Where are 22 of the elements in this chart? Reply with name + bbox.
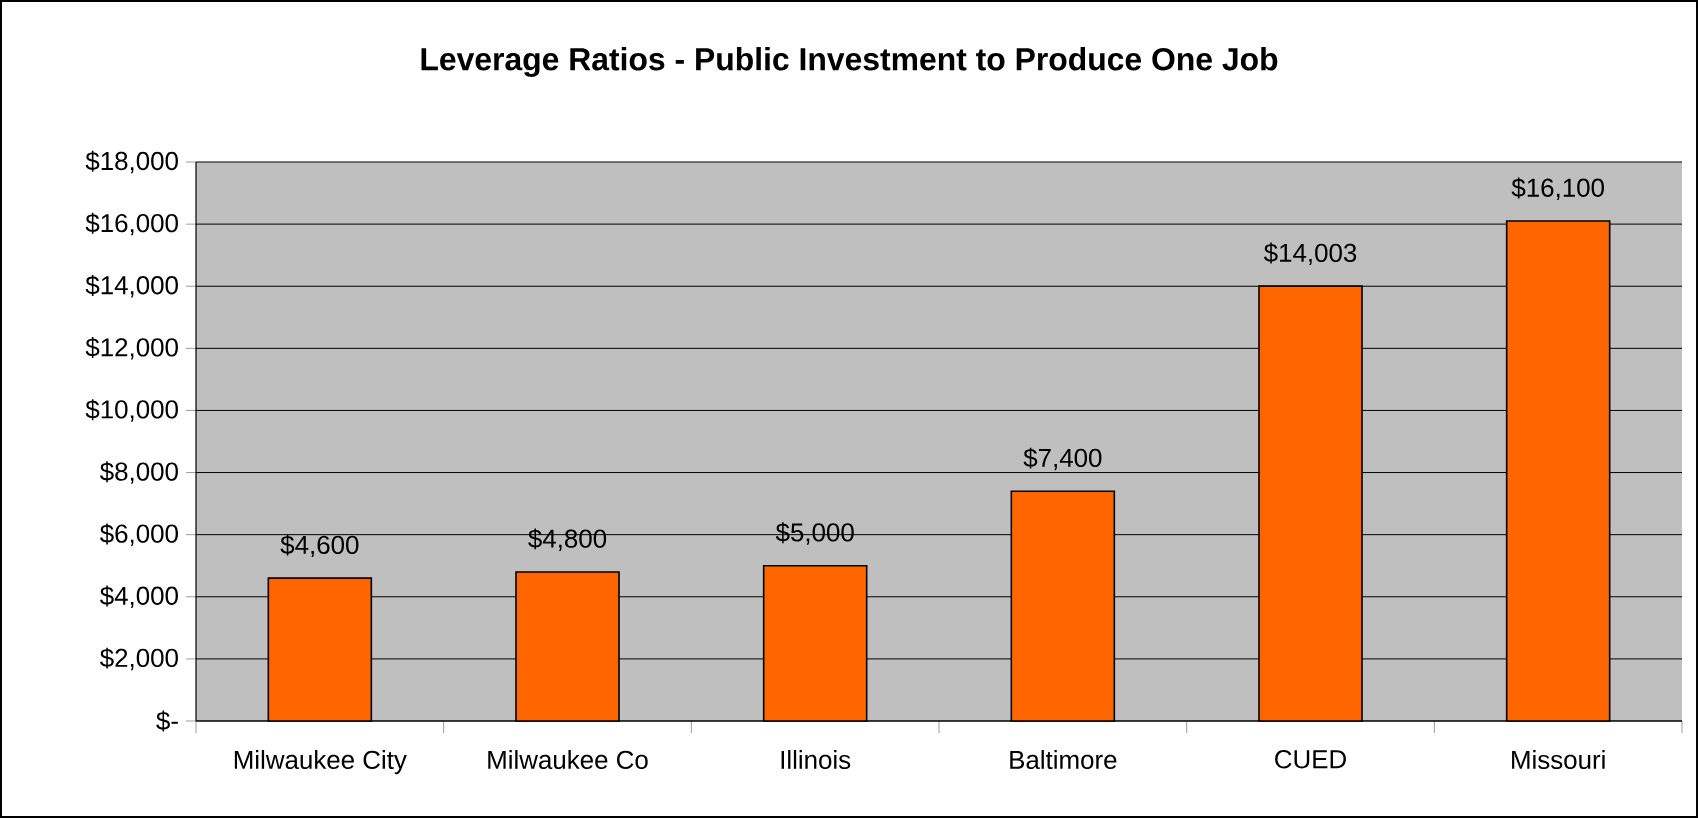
data-label: $14,003	[1263, 242, 1357, 266]
x-tick-label: Illinois	[781, 750, 851, 770]
x-tick-label: Baltimore	[1010, 750, 1117, 770]
y-tick-label: $12,000	[85, 337, 178, 360]
y-tick-label: $18,000	[85, 150, 178, 174]
x-tick-label: Milwaukee Co	[488, 750, 648, 770]
y-tick-label: $4,000	[100, 585, 178, 609]
data-label: $4,600	[280, 534, 359, 558]
y-tick-label: $8,000	[100, 461, 178, 484]
chart-title: Leverage Ratios - Public Investment to Produce One Job	[421, 47, 1278, 77]
data-label: $7,400	[1023, 447, 1102, 471]
y-tick-label: $16,000	[85, 212, 178, 236]
data-label: $4,800	[528, 528, 607, 551]
x-tick-label: Milwaukee City	[234, 750, 407, 775]
x-tick-label: Missouri	[1512, 750, 1605, 770]
y-tick-label: $-	[156, 710, 178, 732]
y-tick-label: $10,000	[85, 399, 178, 422]
data-label: $16,100	[1511, 177, 1604, 200]
y-tick-label: $6,000	[100, 523, 178, 546]
x-tick-label: CUED	[1275, 750, 1346, 769]
y-tick-label: $2,000	[100, 647, 178, 671]
y-tick-label: $14,000	[85, 274, 178, 298]
